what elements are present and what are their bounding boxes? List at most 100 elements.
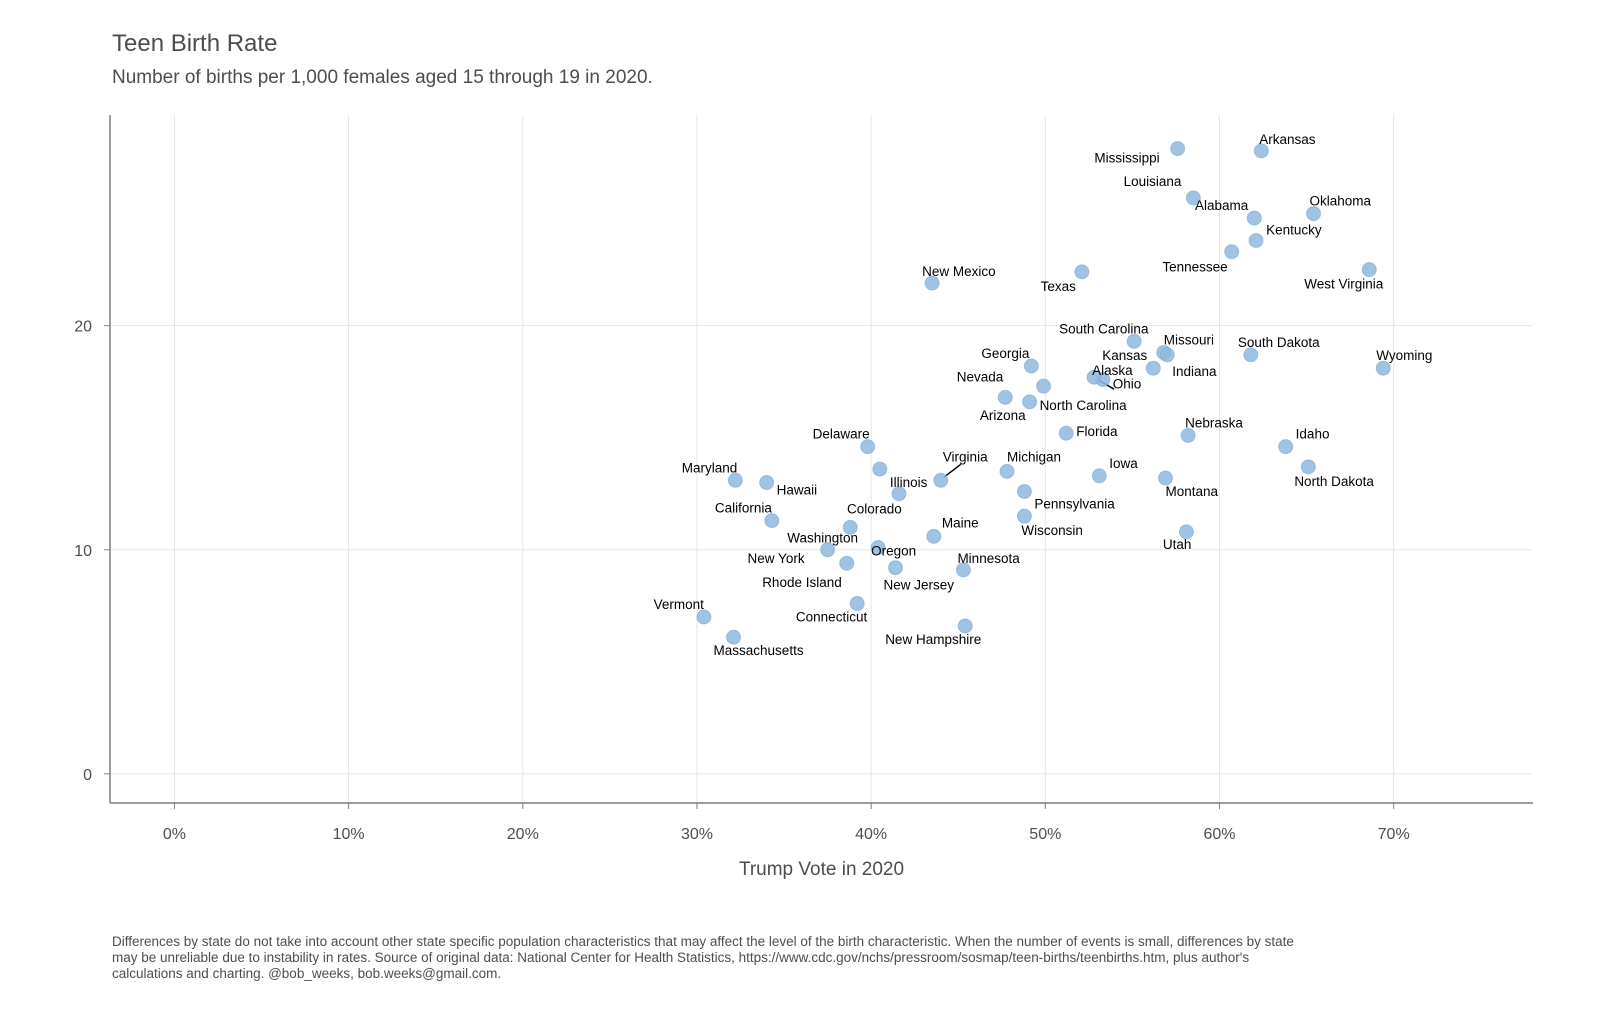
point-south-dakota <box>1243 347 1259 363</box>
x-tick-label: 60% <box>1203 826 1235 843</box>
point-delaware <box>860 439 876 455</box>
point-label: Arkansas <box>1259 132 1316 147</box>
point-new-mexico <box>924 275 940 291</box>
point-label: Vermont <box>654 597 705 612</box>
x-tick-label: 10% <box>333 826 365 843</box>
point-label: Wisconsin <box>1021 523 1083 538</box>
point-label: Minnesota <box>957 551 1020 566</box>
point-nebraska <box>1180 427 1196 443</box>
point-label: Rhode Island <box>762 575 842 590</box>
point-label: Washington <box>787 530 858 545</box>
point-mississippi <box>1170 141 1186 157</box>
point-label: South Carolina <box>1059 321 1149 336</box>
point-label: Alaska <box>1092 363 1133 378</box>
point-oklahoma <box>1306 206 1322 222</box>
point-florida <box>1058 425 1074 441</box>
point-label: Montana <box>1165 484 1218 499</box>
point-label: Indiana <box>1172 364 1217 379</box>
point-arizona <box>1022 394 1038 410</box>
point-new-hampshire <box>957 618 973 634</box>
point-label: New Hampshire <box>885 632 981 647</box>
point-maryland <box>727 472 743 488</box>
x-tick-label: 20% <box>507 826 539 843</box>
y-tick-label: 20 <box>74 319 92 336</box>
point-west-virginia <box>1361 262 1377 278</box>
point-california <box>764 513 780 529</box>
point-south-carolina <box>1126 333 1142 349</box>
point-alabama <box>1246 210 1262 226</box>
point-label: New Jersey <box>884 578 955 593</box>
axes: 0% 10% 20% 30% 40% 50% 60% 70% 0 10 20 <box>74 115 1533 843</box>
point-label: Connecticut <box>796 610 868 625</box>
x-tick-label: 70% <box>1378 826 1410 843</box>
point-labels: Mississippi Arkansas Louisiana Oklahoma Alab… <box>654 132 1433 658</box>
point-oregon <box>870 540 886 556</box>
point-michigan <box>999 463 1015 479</box>
x-axis-title: Trump Vote in 2020 <box>739 859 904 880</box>
point-label: South Dakota <box>1238 335 1320 350</box>
point-iowa <box>1091 468 1107 484</box>
point-label: Utah <box>1163 537 1192 552</box>
point-label: Mississippi <box>1094 151 1159 166</box>
point-label: Kentucky <box>1266 222 1322 237</box>
point-colorado <box>891 486 907 502</box>
point-label: Pennsylvania <box>1034 496 1115 511</box>
point-vermont <box>696 609 712 625</box>
point-utah <box>1178 524 1194 540</box>
point-label: Delaware <box>813 427 870 442</box>
point-idaho <box>1278 439 1294 455</box>
point-label: Virginia <box>943 449 988 464</box>
point-label: Maryland <box>682 460 738 475</box>
point-kentucky <box>1248 232 1264 248</box>
point-label: North Dakota <box>1294 474 1374 489</box>
point-label: New Mexico <box>922 264 996 279</box>
point-label: Nebraska <box>1185 415 1243 430</box>
x-tick-label: 30% <box>681 826 713 843</box>
point-label: Alabama <box>1195 198 1249 213</box>
point-maine <box>926 528 942 544</box>
point-montana <box>1157 470 1173 486</box>
x-tick-label: 0% <box>163 826 186 843</box>
point-label: Georgia <box>981 346 1030 361</box>
point-georgia <box>1023 358 1039 374</box>
point-label: Colorado <box>847 502 902 517</box>
point-wyoming <box>1375 360 1391 376</box>
point-massachusetts <box>726 629 742 645</box>
point-label: Oregon <box>871 544 916 559</box>
point-label: New York <box>748 551 805 566</box>
point-pennsylvania <box>1016 483 1032 499</box>
point-north-carolina <box>1036 378 1052 394</box>
point-label: California <box>715 501 773 516</box>
point-label: Missouri <box>1164 333 1214 348</box>
grid-lines <box>110 115 1533 803</box>
point-label: Texas <box>1041 279 1077 294</box>
point-hawaii <box>759 475 775 491</box>
point-label: Arizona <box>980 408 1026 423</box>
point-tennessee <box>1224 244 1240 260</box>
point-label: West Virginia <box>1304 277 1384 292</box>
point-new-york <box>820 542 836 558</box>
point-label: Iowa <box>1109 456 1138 471</box>
point-connecticut <box>849 596 865 612</box>
point-label: Illinois <box>890 475 928 490</box>
point-indiana <box>1159 347 1175 363</box>
point-label: Oklahoma <box>1310 194 1372 209</box>
point-virginia <box>933 472 949 488</box>
chart-subtitle: Number of births per 1,000 females aged … <box>112 67 653 88</box>
point-texas <box>1074 264 1090 280</box>
data-points <box>696 141 1391 645</box>
point-north-dakota <box>1300 459 1316 475</box>
point-label: Louisiana <box>1124 174 1182 189</box>
point-label: Florida <box>1076 424 1118 439</box>
point-label: Michigan <box>1007 449 1061 464</box>
point-alaska <box>1086 369 1102 385</box>
leader-line <box>943 463 962 478</box>
point-new-jersey <box>888 560 904 576</box>
point-minnesota <box>955 562 971 578</box>
point-washington <box>842 519 858 535</box>
point-label: Hawaii <box>777 483 818 498</box>
point-rhode-island <box>839 555 855 571</box>
point-nevada <box>997 389 1013 405</box>
point-arkansas <box>1253 143 1269 159</box>
